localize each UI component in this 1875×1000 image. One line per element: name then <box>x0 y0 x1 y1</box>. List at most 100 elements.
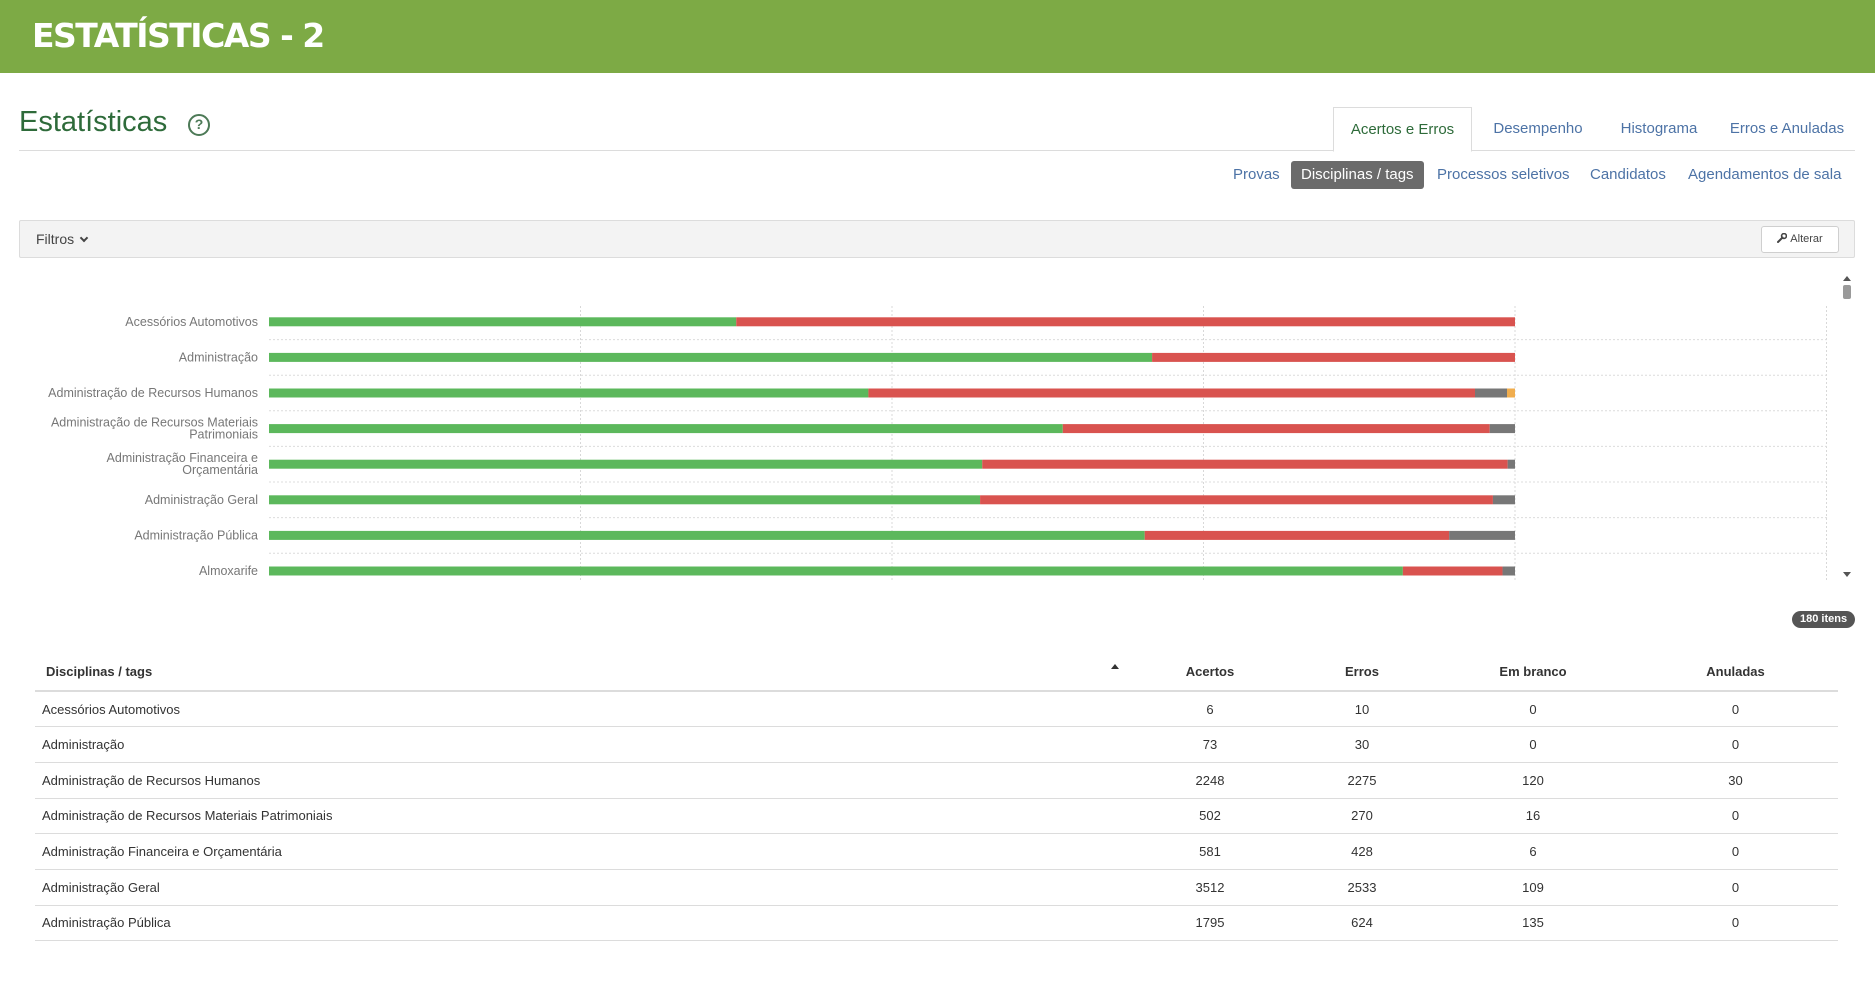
header-banner: ESTATÍSTICAS - 2 <box>0 0 1875 73</box>
table-cell-value: 0 <box>1633 833 1838 870</box>
table-cell-value: 428 <box>1291 833 1433 870</box>
chart-category-label: Acessórios Automotivos <box>125 315 258 329</box>
chart-bar-em-branco <box>1502 566 1515 576</box>
chart-bar-acertos <box>269 388 869 398</box>
chart-bar-em-branco <box>1489 424 1515 434</box>
table-cell-value: 0 <box>1633 691 1838 728</box>
table-cell-disciplina: Administração de Recursos Humanos <box>35 762 1129 799</box>
filters-label: Filtros <box>36 231 75 247</box>
chart-bar-acertos <box>269 530 1145 540</box>
chart-bar-acertos <box>269 566 1403 576</box>
chart-category-label: Administração de Recursos Materiais Patri… <box>51 416 258 442</box>
chart-category-label: Administração de Recursos Humanos <box>48 386 258 400</box>
table-cell-value: 2275 <box>1291 762 1433 799</box>
chart-bar-acertos <box>269 495 981 505</box>
column-header-erros[interactable]: Erros <box>1291 652 1433 692</box>
chart-bar-acertos <box>269 424 1063 434</box>
table-cell-value: 0 <box>1433 726 1633 763</box>
chart-category-label: Administração Pública <box>134 528 258 542</box>
scroll-up-icon[interactable] <box>1843 276 1851 281</box>
subtab-disciplinas-tags[interactable]: Disciplinas / tags <box>1291 161 1424 189</box>
subtab-processos-seletivos[interactable]: Processos seletivos <box>1437 166 1570 183</box>
help-icon[interactable]: ? <box>188 114 210 136</box>
column-header-acertos[interactable]: Acertos <box>1129 652 1291 692</box>
filters-toggle[interactable]: Filtros <box>36 231 89 247</box>
chart-bar-acertos <box>269 317 737 327</box>
chart-category-label: Almoxarife <box>199 564 258 578</box>
chart-category-label: Administração Geral <box>145 493 258 507</box>
chart-category-label: Administração Financeira e Orçamentária <box>107 451 259 477</box>
table-cell-value: 109 <box>1433 869 1633 906</box>
subtab-candidatos[interactable]: Candidatos <box>1590 166 1666 183</box>
chart-bar-erros <box>982 459 1508 469</box>
stats-table: Disciplinas / tags Acertos Erros Em bran… <box>35 652 1838 942</box>
chart-bar-acertos <box>269 459 983 469</box>
table-header-row: Disciplinas / tags Acertos Erros Em bran… <box>35 652 1838 692</box>
table-cell-disciplina: Administração Pública <box>35 905 1129 942</box>
tab-erros-e-anuladas[interactable]: Erros e Anuladas <box>1729 120 1845 137</box>
table-cell-value: 73 <box>1129 726 1291 763</box>
tab-histograma[interactable]: Histograma <box>1620 120 1698 137</box>
table-cell-value: 624 <box>1291 905 1433 942</box>
chart-bar-erros <box>980 495 1493 505</box>
table-cell-disciplina: Acessórios Automotivos <box>35 691 1129 728</box>
tab-desempenho[interactable]: Desempenho <box>1493 120 1583 137</box>
table-cell-value: 30 <box>1633 762 1838 799</box>
table-cell-value: 3512 <box>1129 869 1291 906</box>
item-count-badge: 180 itens <box>1792 611 1856 628</box>
chart-bar-erros <box>1144 530 1450 540</box>
column-header-anuladas[interactable]: Anuladas <box>1633 652 1838 692</box>
table-cell-value: 0 <box>1633 905 1838 942</box>
table-cell-value: 270 <box>1291 798 1433 835</box>
table-row: Administração 73 30 0 0 <box>35 726 1838 763</box>
table-cell-value: 581 <box>1129 833 1291 870</box>
alterar-button[interactable]: Alterar <box>1761 226 1839 253</box>
column-header-label: Disciplinas / tags <box>46 663 153 679</box>
table-cell-value: 502 <box>1129 798 1291 835</box>
chart-bar-em-branco <box>1449 530 1515 540</box>
wrench-icon <box>1777 233 1788 243</box>
chart-bar-erros <box>1152 352 1515 362</box>
table-cell-disciplina: Administração Financeira e Orçamentária <box>35 833 1129 870</box>
table-cell-disciplina: Administração de Recursos Materiais Patr… <box>35 798 1129 835</box>
table-cell-value: 0 <box>1633 869 1838 906</box>
tab-acertos-e-erros[interactable]: Acertos e Erros <box>1333 107 1472 152</box>
chart-bar-em-branco <box>1507 459 1515 469</box>
table-cell-value: 16 <box>1433 798 1633 835</box>
alterar-label: Alterar <box>1790 233 1823 245</box>
chart-bar-erros <box>868 388 1476 398</box>
table-cell-value: 2248 <box>1129 762 1291 799</box>
chart-category-label: Administração <box>179 350 258 364</box>
table-cell-value: 0 <box>1433 691 1633 728</box>
chart-bar-erros <box>736 317 1515 327</box>
table-row: Administração de Recursos Materiais Patr… <box>35 798 1838 835</box>
chart-bar-em-branco <box>1492 495 1515 505</box>
sort-asc-icon[interactable] <box>1111 664 1119 669</box>
page-title: Estatísticas <box>19 106 168 138</box>
filters-bar: Filtros Alterar <box>19 220 1855 258</box>
tab-bar: Acertos e Erros Desempenho Histograma Er… <box>19 107 1855 152</box>
chart-scrollbar[interactable] <box>1840 276 1854 580</box>
table-row: Administração Financeira e Orçamentária 5… <box>35 833 1838 870</box>
chart-svg: Acessórios Automotivos Administração Admin… <box>48 306 1827 582</box>
subtab-agendamentos-de-sala[interactable]: Agendamentos de sala <box>1688 166 1842 183</box>
table-cell-value: 120 <box>1433 762 1633 799</box>
scroll-thumb[interactable] <box>1843 285 1851 299</box>
table-row: Administração de Recursos Humanos 2248 227… <box>35 762 1838 799</box>
table-cell-disciplina: Administração <box>35 726 1129 763</box>
stacked-bar-chart: Acessórios Automotivos Administração Admin… <box>0 272 1875 582</box>
chart-bar-em-branco <box>1475 388 1508 398</box>
table-row: Administração Pública 1795 624 135 0 <box>35 905 1838 942</box>
table-cell-value: 1795 <box>1129 905 1291 942</box>
table-cell-value: 135 <box>1433 905 1633 942</box>
table-row: Administração Geral 3512 2533 109 0 <box>35 869 1838 906</box>
chevron-down-icon <box>79 233 89 243</box>
scroll-down-icon[interactable] <box>1843 572 1851 577</box>
chart-bar-anuladas <box>1507 388 1515 398</box>
table-cell-disciplina: Administração Geral <box>35 869 1129 906</box>
table-cell-value: 2533 <box>1291 869 1433 906</box>
table-cell-value: 0 <box>1633 798 1838 835</box>
column-header-disciplinas[interactable]: Disciplinas / tags <box>35 652 1129 692</box>
column-header-em-branco[interactable]: Em branco <box>1433 652 1633 692</box>
subtab-provas[interactable]: Provas <box>1233 166 1280 183</box>
